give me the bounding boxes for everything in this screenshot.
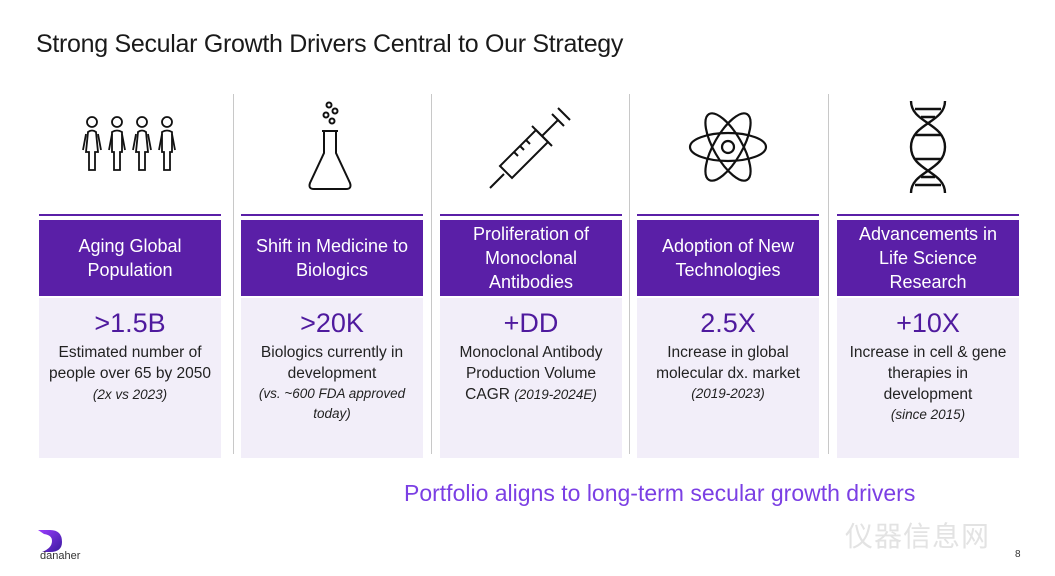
atom-icon — [637, 92, 819, 202]
column-divider — [828, 94, 829, 454]
driver-header: Aging Global Population — [39, 216, 221, 296]
logo-text: danaher — [40, 550, 81, 562]
flask-icon — [241, 92, 423, 202]
driver-metric: 2.5X — [700, 308, 756, 338]
driver-description: Estimated number of people over 65 by 20… — [39, 342, 221, 405]
driver-card: 2.5X Increase in global molecular dx. ma… — [637, 298, 819, 458]
band-rule — [637, 214, 819, 216]
driver-card: >20K Biologics currently in development … — [241, 298, 423, 458]
column-divider — [233, 94, 234, 454]
driver-metric: >1.5B — [94, 308, 166, 338]
watermark: 仪器信息网 — [845, 521, 991, 552]
people-icon — [39, 92, 221, 202]
band-rule — [241, 214, 423, 216]
column-divider — [431, 94, 432, 454]
driver-description: Biologics currently in development — [260, 344, 404, 382]
band-rule — [440, 214, 622, 216]
driver-card: +10X Increase in cell & gene therapies i… — [837, 298, 1019, 458]
driver-metric: >20K — [300, 308, 364, 338]
driver-description: Increase in cell & gene therapies in dev… — [849, 344, 1007, 403]
tagline: Portfolio aligns to long-term secular gr… — [404, 480, 916, 506]
page-title: Strong Secular Growth Drivers Central to… — [36, 30, 624, 58]
dna-icon — [837, 92, 1019, 202]
driver-footnote: (vs. ~600 FDA approved today) — [258, 386, 406, 421]
driver-header: Shift in Medicine to Biologics — [241, 216, 423, 296]
driver-footnote: (2019-2023) — [691, 386, 765, 401]
driver-footnote: (2019-2024E) — [514, 387, 597, 402]
driver-header: Adoption of New Technologies — [637, 216, 819, 296]
driver-description-text: Estimated number of people over 65 by 20… — [48, 344, 212, 382]
band-rule — [39, 214, 221, 216]
driver-card: +DD Monoclonal Antibody Production Volum… — [440, 298, 622, 458]
driver-metric: +10X — [896, 308, 960, 338]
driver-footnote: (since 2015) — [890, 407, 966, 422]
band-rule — [837, 214, 1019, 216]
syringe-icon — [440, 92, 622, 202]
driver-footnote: (2x vs 2023) — [92, 387, 168, 402]
page-number: 8 — [1015, 549, 1021, 560]
danaher-logo-icon — [36, 528, 96, 568]
driver-metric: +DD — [503, 308, 559, 338]
driver-description-text: Monoclonal Antibody Production Volume CA… — [459, 344, 603, 403]
driver-description: Increase in global molecular dx. market — [656, 344, 800, 382]
driver-description: Monoclonal Antibody Production Volume CA… — [440, 342, 622, 405]
driver-header: Advancements in Life Science Research — [837, 216, 1019, 296]
driver-card: >1.5B Estimated number of people over 65… — [39, 298, 221, 458]
column-divider — [629, 94, 630, 454]
driver-header: Proliferation of Monoclonal Antibodies — [440, 216, 622, 296]
